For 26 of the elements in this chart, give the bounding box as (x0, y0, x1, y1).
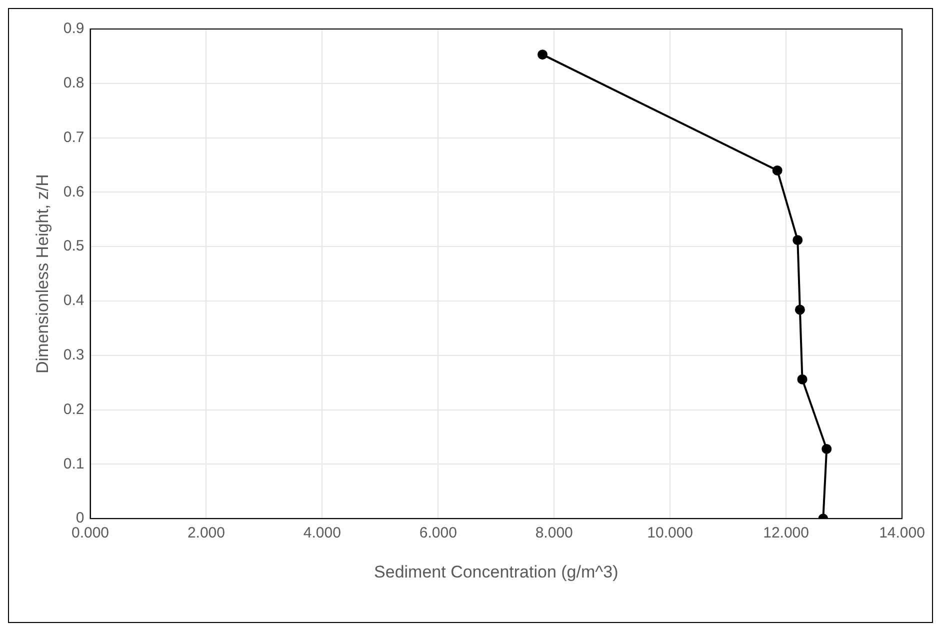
y-axis-title: Dimensionless Height, z/H (32, 174, 52, 374)
x-tick-label: 14.000 (879, 524, 925, 542)
point (797, 374, 808, 384)
y-tick-label: 0.8 (63, 74, 84, 92)
point (772, 165, 782, 176)
x-tick-label: 6.000 (419, 524, 457, 542)
point (794, 304, 805, 315)
y-tick-label: 0.9 (63, 20, 84, 38)
x-tick-label: 12.000 (763, 524, 809, 542)
y-tick-label: 0.7 (63, 128, 84, 146)
y-tick-label: 0 (76, 510, 84, 527)
x-tick-label: 2.000 (187, 524, 225, 542)
point (822, 444, 832, 454)
y-tick-label: 0.2 (63, 400, 84, 418)
x-tick-label: 8.000 (535, 524, 573, 542)
point (538, 50, 548, 60)
x-tick-label: 4.000 (303, 524, 341, 542)
x-tick-label: 0.000 (71, 524, 110, 542)
y-tick-label: 0.3 (63, 346, 84, 364)
y-tick-label: 0.1 (63, 455, 84, 472)
y-tick-label: 0.4 (63, 292, 84, 310)
x-axis-title: Sediment Concentration (g/m^3) (374, 562, 618, 582)
x-tick-label: 10.000 (647, 524, 694, 542)
y-tick-label: 0.5 (63, 238, 84, 255)
y-tick-label: 0.6 (63, 183, 84, 200)
point (792, 235, 803, 246)
